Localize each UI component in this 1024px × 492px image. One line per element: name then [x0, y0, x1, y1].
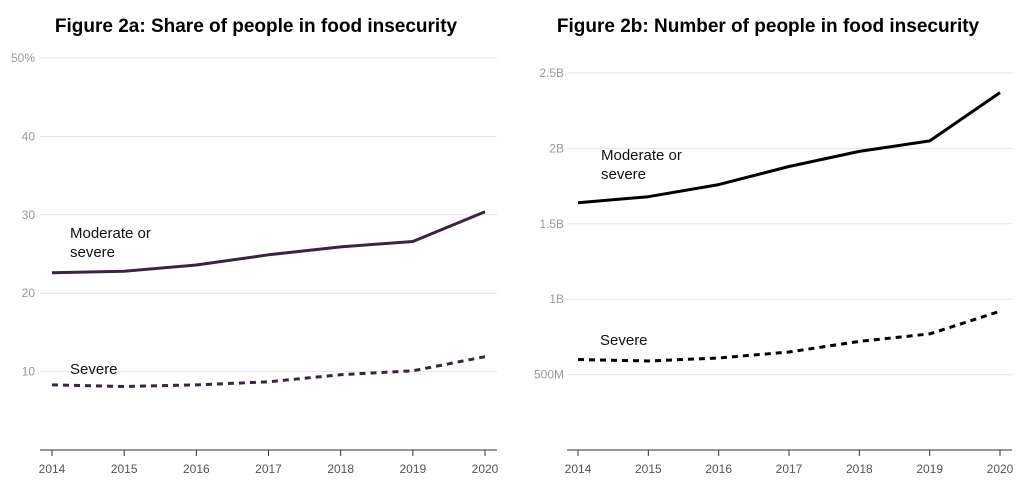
y-tick-label: 1B	[549, 292, 564, 306]
x-tick-label: 2014	[565, 462, 592, 476]
x-tick-label: 2019	[916, 462, 943, 476]
x-tick-label: 2016	[705, 462, 732, 476]
y-tick-label: 20	[22, 286, 36, 300]
series-line-moderate-or-severe	[51, 210, 486, 275]
y-tick-label: 2.5B	[539, 66, 564, 80]
y-tick-label: 40	[22, 129, 36, 143]
series-label: severe	[70, 244, 115, 261]
line-chart-2b: 500M 1B 1.5B 2B 2.5B 2014 2015 2016 2017 2018 2019…	[534, 66, 1014, 476]
x-tick-label: 2020	[987, 462, 1014, 476]
chart-title: Figure 2b: Number of people in food inse…	[556, 16, 980, 37]
x-tick-label: 2017	[776, 462, 803, 476]
y-tick-label: 50%	[11, 51, 35, 65]
chart-panel-2a: Figure 2a: Share of people in food insec…	[11, 16, 499, 476]
series-label: severe	[601, 166, 646, 183]
series-label: Moderate or	[601, 147, 682, 164]
x-tick-label: 2016	[183, 462, 210, 476]
y-tick-label: 1.5B	[539, 217, 564, 231]
x-tick-label: 2015	[111, 462, 138, 476]
chart-title: Figure 2a: Share of people in food insec…	[54, 16, 458, 37]
series-label: Moderate or	[70, 225, 151, 242]
x-tick-label: 2015	[635, 462, 662, 476]
series-label: Severe	[70, 361, 118, 378]
y-tick-label: 30	[22, 208, 36, 222]
y-tick-label: 10	[22, 365, 36, 379]
line-chart-2a: 10 20 30 40 50% 2014 2015 2016 2017 2018 2019 2020 M…	[11, 51, 499, 476]
x-tick-label: 2018	[327, 462, 354, 476]
y-tick-label: 2B	[549, 141, 564, 155]
x-tick-label: 2020	[472, 462, 499, 476]
x-tick-label: 2019	[399, 462, 426, 476]
x-tick-label: 2014	[39, 462, 66, 476]
chart-panel-2b: Figure 2b: Number of people in food inse…	[512, 0, 1024, 492]
y-tick-label: 500M	[534, 368, 564, 382]
x-tick-label: 2017	[255, 462, 282, 476]
x-tick-label: 2018	[846, 462, 873, 476]
series-label: Severe	[600, 332, 648, 349]
